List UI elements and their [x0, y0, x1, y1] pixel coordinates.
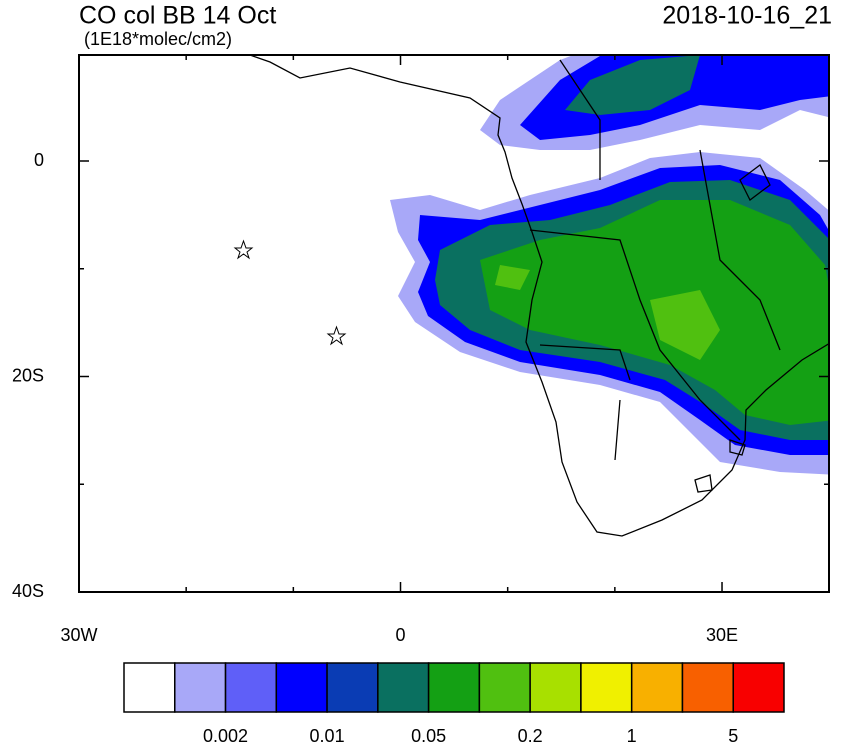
colorbar-label: 1 — [627, 726, 637, 746]
x-tick-label: 30W — [60, 625, 97, 645]
colorbar-box — [224, 662, 278, 713]
colorbar-box — [326, 662, 379, 713]
x-tick-label: 30E — [706, 625, 738, 645]
colorbar-label: 0.05 — [411, 726, 446, 746]
y-tick-label: 40S — [12, 581, 44, 601]
colorbar-label: 0.01 — [310, 726, 345, 746]
colorbar-box — [681, 662, 734, 713]
co-layer — [565, 55, 700, 115]
colorbar-box — [529, 662, 582, 713]
colorbar: 0.002 0.01 0.05 0.2 1 5 — [123, 662, 785, 746]
colorbar-box — [580, 662, 633, 713]
x-tick-label: 0 — [396, 625, 406, 645]
star-marker — [233, 239, 254, 260]
colorbar-label: 0.2 — [518, 726, 543, 746]
y-tick-label: 20S — [12, 365, 44, 385]
y-tick-label: 0 — [34, 150, 44, 170]
colorbar-box — [427, 662, 481, 713]
axis-ticks: 0 20S 40S 30W 0 30E — [12, 55, 830, 645]
date: 2018-10-16_21 — [662, 2, 832, 30]
colorbar-box — [275, 662, 328, 713]
colorbar-label: 0.002 — [203, 726, 248, 746]
co-layer — [495, 265, 720, 360]
map-frame — [78, 54, 830, 593]
units: (1E18*molec/cm2) — [84, 29, 232, 49]
colorbar-box — [377, 662, 430, 713]
title: CO col BB 14 Oct — [79, 2, 276, 30]
colorbar-label: 5 — [728, 726, 738, 746]
map-area — [249, 55, 829, 537]
colorbar-box — [732, 662, 785, 713]
colorbar-box — [630, 662, 684, 713]
colorbar-box — [478, 662, 531, 713]
colorbar-box — [174, 662, 227, 713]
star-marker — [326, 325, 347, 346]
colorbar-box — [123, 662, 176, 713]
